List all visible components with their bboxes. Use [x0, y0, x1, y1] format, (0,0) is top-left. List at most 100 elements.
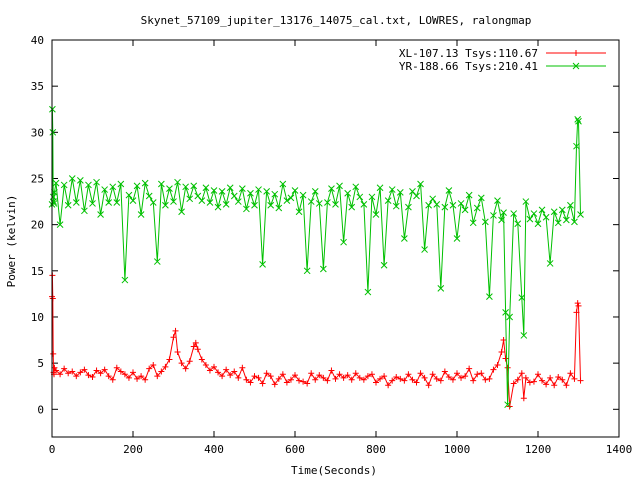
data-point: [56, 221, 64, 229]
data-point: [425, 382, 432, 389]
data-point: [401, 377, 408, 384]
data-point: [308, 370, 315, 377]
data-point: [211, 363, 217, 370]
data-point: [324, 377, 331, 384]
data-point: [429, 371, 436, 378]
series-line: [51, 275, 581, 407]
data-point: [287, 376, 294, 383]
data-point: [263, 188, 271, 195]
data-point: [494, 361, 501, 368]
data-point: [526, 379, 533, 386]
data-point: [65, 370, 72, 377]
data-point: [319, 265, 327, 273]
data-point: [166, 356, 173, 363]
data-point: [60, 181, 68, 189]
data-point: [239, 364, 246, 371]
data-point: [243, 376, 250, 383]
data-point: [421, 374, 428, 381]
data-point: [206, 367, 213, 374]
data-point: [133, 182, 141, 190]
data-point: [458, 374, 465, 381]
data-point: [192, 339, 199, 346]
data-point: [101, 366, 108, 373]
data-point: [500, 337, 507, 344]
chart-title: Skynet_57109_jupiter_13176_14075_cal.txt…: [141, 14, 532, 27]
data-point: [300, 378, 307, 385]
data-point: [571, 218, 578, 226]
data-point: [490, 212, 497, 219]
data-point: [81, 207, 88, 215]
data-point: [226, 184, 234, 192]
data-point: [105, 373, 112, 380]
data-point: [577, 211, 584, 218]
data-point: [218, 188, 226, 195]
data-point: [186, 195, 194, 203]
data-point: [373, 379, 379, 386]
data-point: [348, 376, 355, 383]
data-point: [449, 376, 456, 383]
data-point: [433, 375, 440, 382]
data-point: [227, 372, 234, 379]
data-point: [554, 219, 562, 227]
data-point: [52, 179, 60, 187]
data-point: [129, 197, 137, 205]
data-point: [105, 199, 113, 206]
axis-ticks: 0 200 400 600 800 1000 1200 1400 0 5 10 15 20 25 30 35 4…: [31, 34, 633, 456]
data-point: [538, 206, 546, 214]
data-point: [573, 309, 580, 316]
data-point: [453, 235, 461, 242]
data-point: [473, 204, 481, 212]
data-point: [291, 187, 299, 194]
data-point: [421, 246, 428, 253]
data-point: [121, 276, 129, 284]
data-point: [504, 401, 511, 409]
data-point: [360, 376, 367, 383]
data-point: [425, 201, 433, 209]
data-point: [283, 379, 290, 386]
data-point: [210, 187, 218, 194]
data-point: [482, 376, 489, 383]
data-point: [352, 370, 359, 377]
data-point: [154, 373, 161, 380]
data-point: [324, 199, 331, 206]
data-point: [481, 218, 489, 226]
data-point: [190, 343, 197, 350]
data-point: [320, 374, 327, 381]
data-point: [85, 372, 92, 379]
data-point: [50, 350, 57, 357]
x-tick-label: 1000: [444, 443, 471, 456]
data-point: [352, 183, 360, 191]
data-point: [514, 376, 521, 383]
y-tick-label: 25: [31, 172, 44, 185]
data-point: [238, 185, 246, 192]
data-point: [174, 349, 181, 356]
data-point: [539, 377, 546, 384]
data-point: [198, 197, 206, 205]
data-point: [97, 211, 104, 218]
data-point: [307, 198, 315, 205]
data-point: [109, 183, 117, 191]
data-point: [166, 185, 173, 192]
data-point: [413, 192, 420, 200]
y-tick-label: 0: [37, 403, 44, 416]
data-point: [380, 261, 388, 269]
data-point: [405, 371, 412, 378]
data-point: [89, 373, 96, 380]
data-point: [547, 374, 554, 381]
data-point: [121, 371, 128, 378]
data-point: [162, 201, 169, 209]
data-point: [417, 180, 424, 188]
data-point: [190, 182, 198, 190]
data-point: [546, 260, 554, 267]
data-point: [332, 200, 339, 208]
data-point: [574, 116, 582, 123]
data-point: [332, 375, 339, 382]
data-point: [530, 210, 538, 217]
data-point: [146, 365, 153, 372]
data-point: [263, 370, 270, 377]
data-point: [69, 368, 76, 375]
data-point: [137, 211, 145, 218]
data-point: [368, 193, 376, 201]
